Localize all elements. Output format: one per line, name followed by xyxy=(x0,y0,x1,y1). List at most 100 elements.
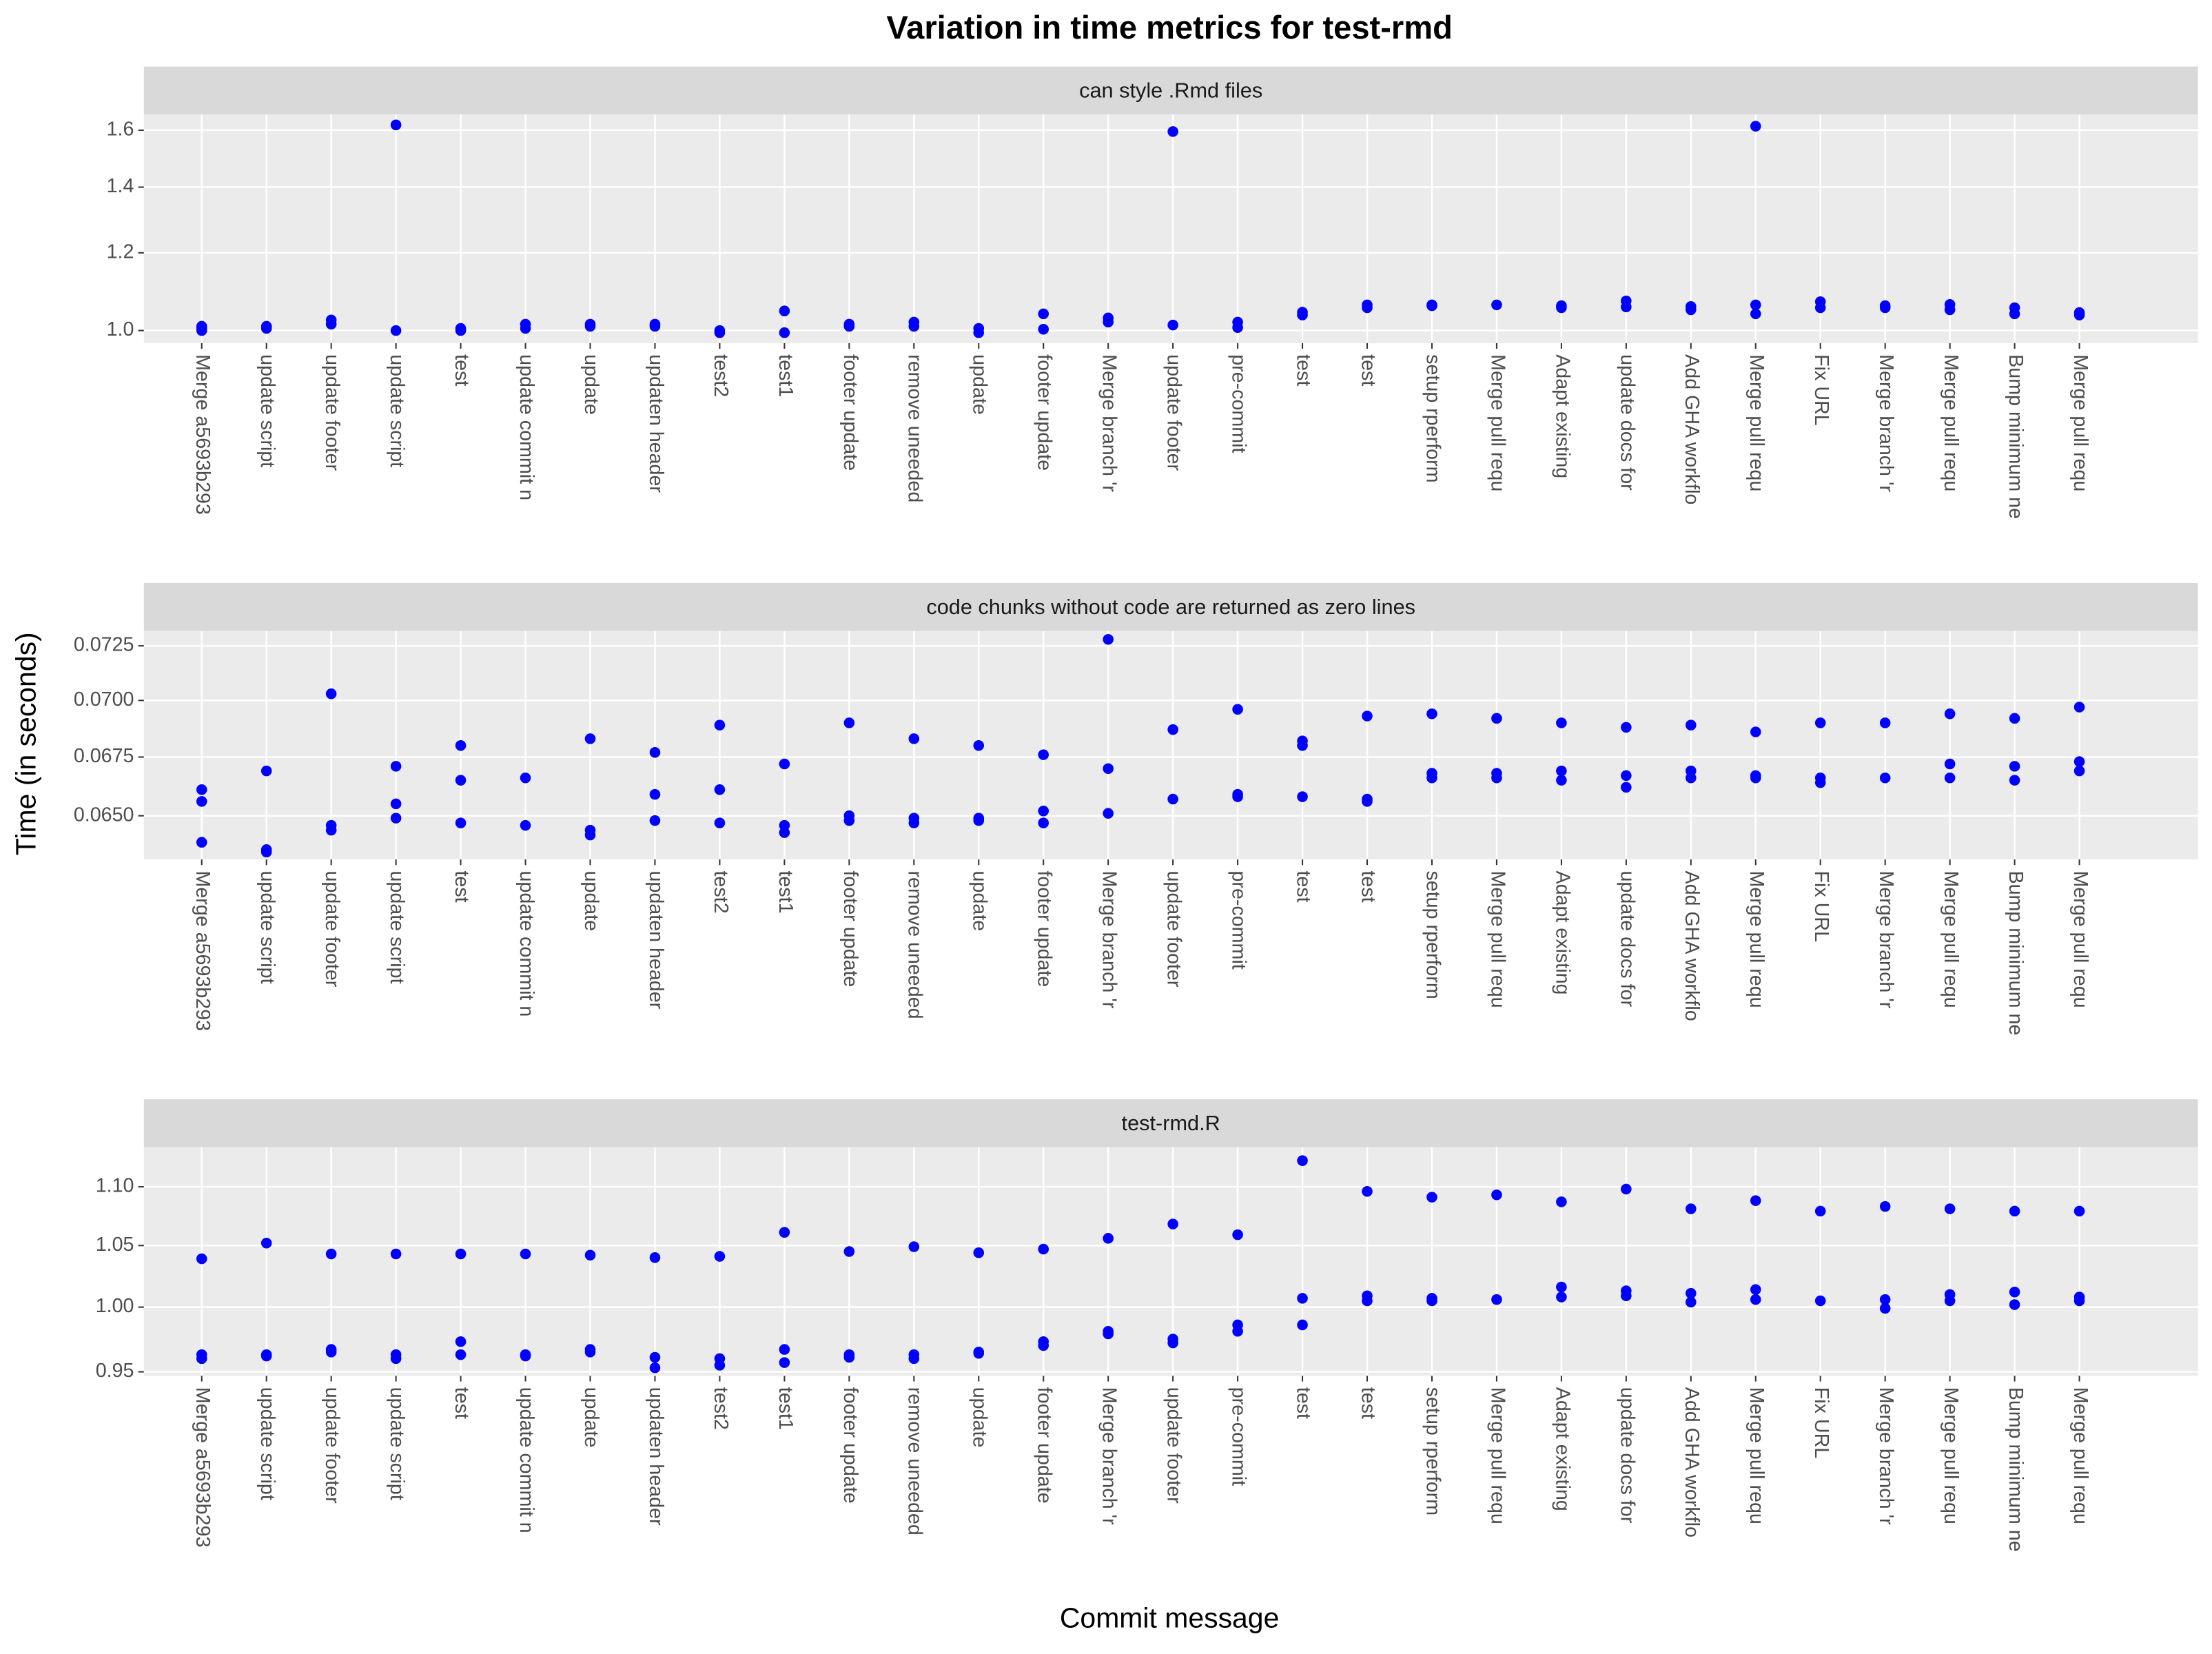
data-point xyxy=(1297,1293,1308,1304)
data-point xyxy=(455,775,467,786)
data-point xyxy=(2073,765,2085,777)
data-point xyxy=(1426,299,1437,311)
data-point xyxy=(2073,702,2085,713)
data-point xyxy=(1167,319,1178,331)
x-tick-label: Fix URL xyxy=(1810,354,1832,426)
data-point xyxy=(1491,713,1502,724)
data-point xyxy=(260,765,272,777)
data-point xyxy=(584,733,596,744)
data-point xyxy=(1556,1196,1567,1207)
x-tick-label: update commit n xyxy=(515,1387,537,1533)
data-point xyxy=(1750,308,1761,320)
data-point xyxy=(1167,1218,1178,1229)
facet-title: code chunks without code are returned as… xyxy=(926,595,1415,619)
data-point xyxy=(1556,1281,1567,1293)
x-tick-label: update commit n xyxy=(515,870,537,1017)
data-point xyxy=(520,318,531,330)
x-tick-label: update docs for xyxy=(1616,870,1638,1007)
data-point xyxy=(649,788,661,800)
data-point xyxy=(1879,772,1891,784)
data-point xyxy=(260,1349,272,1360)
x-tick-label: footer update xyxy=(839,1387,861,1504)
data-point xyxy=(1167,1334,1178,1345)
data-point xyxy=(2009,302,2020,314)
y-tick-label: 1.6 xyxy=(107,119,134,141)
data-point xyxy=(1750,770,1761,782)
data-point xyxy=(1944,1289,1956,1300)
x-tick-label: update xyxy=(580,1387,602,1448)
data-point xyxy=(584,824,596,836)
x-tick-label: Merge pull requ xyxy=(1940,870,1962,1008)
data-point xyxy=(973,1247,985,1258)
data-point xyxy=(1621,770,1632,782)
x-tick-label: test1 xyxy=(775,354,797,397)
data-point xyxy=(1686,1203,1697,1214)
data-point xyxy=(1232,316,1243,328)
x-tick-label: update xyxy=(969,1387,991,1448)
data-point xyxy=(973,323,985,334)
x-tick-label: Merge pull requ xyxy=(1745,1387,1768,1524)
x-tick-label: Merge branch 'r xyxy=(1098,870,1120,1008)
data-point xyxy=(1556,1291,1567,1303)
x-tick-label: test1 xyxy=(775,1387,797,1430)
data-point xyxy=(1686,765,1697,777)
data-point xyxy=(2009,1205,2020,1217)
data-point xyxy=(1621,722,1632,733)
data-point xyxy=(1814,1205,1826,1217)
data-point xyxy=(908,813,920,824)
x-tick-label: updaten header xyxy=(645,354,667,493)
data-point xyxy=(1362,1185,1373,1197)
data-point xyxy=(390,325,402,336)
x-tick-label: test xyxy=(451,354,473,386)
data-point xyxy=(455,1336,467,1347)
data-point xyxy=(1426,708,1437,719)
x-tick-label: test xyxy=(1292,1387,1314,1419)
data-point xyxy=(196,784,207,795)
data-point xyxy=(390,119,402,131)
y-tick-label: 1.4 xyxy=(107,175,134,197)
x-tick-label: test xyxy=(1292,870,1314,902)
data-point xyxy=(1686,1296,1697,1308)
x-tick-label: Merge pull requ xyxy=(2069,354,2091,491)
data-point xyxy=(843,810,855,821)
x-tick-label: pre-commit xyxy=(1228,354,1250,453)
data-point xyxy=(1556,717,1567,728)
data-point xyxy=(714,784,726,795)
data-point xyxy=(1750,121,1761,132)
data-point xyxy=(1491,768,1502,779)
x-tick-label: update footer xyxy=(321,354,343,471)
data-point xyxy=(455,323,467,334)
x-tick-label: Merge pull requ xyxy=(2069,870,2091,1008)
y-tick-label: 0.0650 xyxy=(74,804,134,826)
x-tick-label: update script xyxy=(386,870,408,983)
data-point xyxy=(325,1344,337,1355)
x-tick-label: Merge pull requ xyxy=(1486,1387,1508,1524)
x-tick-label: Merge a5693b293 xyxy=(192,354,214,515)
data-point xyxy=(843,1349,855,1360)
data-point xyxy=(843,717,855,728)
data-point xyxy=(649,1362,661,1374)
x-tick-label: remove uneeded xyxy=(904,870,926,1019)
data-point xyxy=(779,819,790,831)
x-tick-label: footer update xyxy=(1034,870,1056,987)
data-point xyxy=(1750,726,1761,737)
x-tick-label: update script xyxy=(386,354,408,467)
data-point xyxy=(455,817,467,828)
data-point xyxy=(1103,1325,1114,1337)
data-point xyxy=(1103,634,1114,645)
data-point xyxy=(1814,1295,1826,1307)
y-tick-label: 1.00 xyxy=(96,1295,134,1317)
x-tick-label: test xyxy=(1357,354,1379,386)
x-tick-label: remove uneeded xyxy=(904,1387,926,1535)
data-point xyxy=(260,320,272,332)
data-point xyxy=(1621,782,1632,793)
x-tick-label: pre-commit xyxy=(1228,1387,1250,1486)
x-tick-label: Merge a5693b293 xyxy=(192,870,214,1031)
data-point xyxy=(1103,808,1114,819)
x-tick-label: update script xyxy=(386,1387,408,1500)
data-point xyxy=(2073,1291,2085,1303)
data-point xyxy=(1362,1290,1373,1301)
data-point xyxy=(2009,1287,2020,1298)
data-point xyxy=(1621,1285,1632,1296)
facet-title: test-rmd.R xyxy=(1122,1111,1220,1135)
